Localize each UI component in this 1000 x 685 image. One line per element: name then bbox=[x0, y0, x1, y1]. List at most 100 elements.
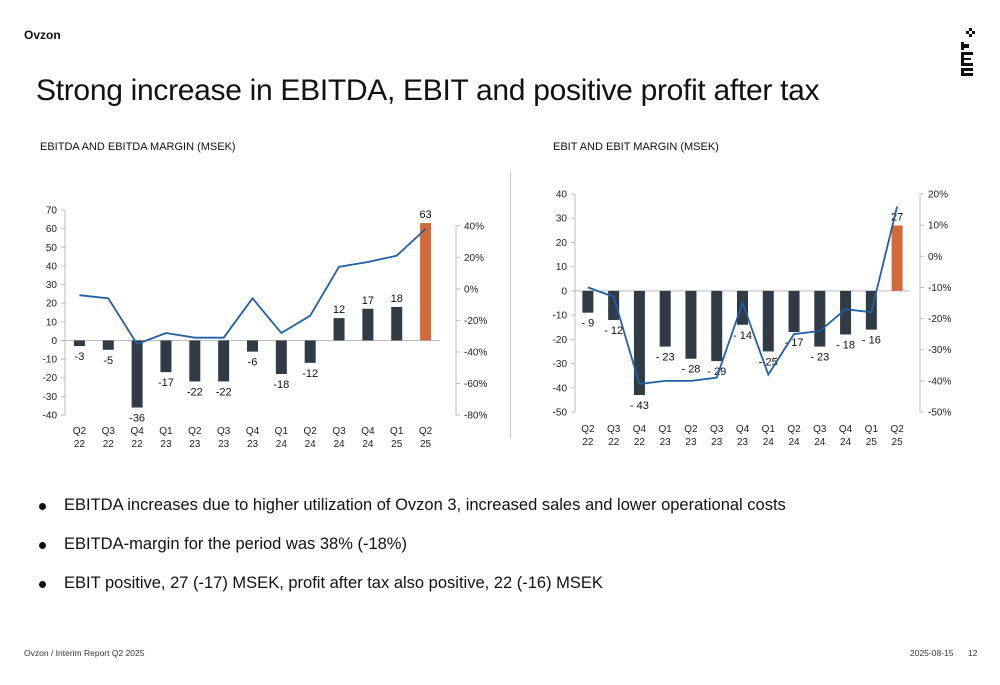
category-label-quarter: Q2 bbox=[890, 424, 904, 435]
bullet-dot-icon bbox=[39, 581, 46, 588]
category-label-year: 23 bbox=[218, 439, 230, 450]
y-tick-label: -30 bbox=[553, 359, 568, 370]
category-label-quarter: Q2 bbox=[419, 426, 433, 437]
y2-tick-label: -80% bbox=[464, 411, 487, 422]
category-label-year: 23 bbox=[685, 437, 697, 448]
category-label-year: 25 bbox=[892, 437, 904, 448]
category-label-year: 24 bbox=[362, 439, 374, 450]
bullet-list: EBITDA increases due to higher utilizati… bbox=[36, 496, 786, 613]
category-label-quarter: Q1 bbox=[390, 426, 404, 437]
bullet-dot-icon bbox=[39, 503, 46, 510]
y-tick-label: 60 bbox=[46, 224, 58, 235]
bar-value-label: -3 bbox=[75, 351, 85, 363]
bullet-item: EBITDA increases due to higher utilizati… bbox=[36, 496, 786, 517]
category-label-year: 23 bbox=[660, 437, 672, 448]
bar-value-label: - 43 bbox=[630, 400, 649, 412]
ebitda-chart-title: EBITDA AND EBITDA MARGIN (MSEK) bbox=[40, 141, 236, 153]
category-label-year: 23 bbox=[189, 439, 201, 450]
bar bbox=[737, 290, 748, 325]
category-label-year: 23 bbox=[737, 437, 749, 448]
bar bbox=[189, 340, 201, 382]
bar bbox=[420, 223, 432, 341]
margin-line bbox=[587, 206, 898, 385]
bar bbox=[131, 340, 143, 408]
bar-value-label: - 23 bbox=[810, 352, 829, 364]
category-label-year: 22 bbox=[103, 439, 115, 450]
y-tick-label: -10 bbox=[553, 311, 568, 322]
bar bbox=[102, 340, 114, 350]
y2-tick-label: -50% bbox=[928, 408, 951, 419]
bar bbox=[608, 290, 620, 320]
bar-value-label: -17 bbox=[158, 377, 174, 389]
category-label-year: 25 bbox=[391, 439, 403, 450]
bar bbox=[391, 306, 403, 341]
bar bbox=[711, 290, 723, 362]
category-label-quarter: Q3 bbox=[332, 426, 346, 437]
category-label-year: 22 bbox=[74, 439, 86, 450]
category-label-year: 24 bbox=[840, 437, 852, 448]
category-label-year: 22 bbox=[582, 437, 594, 448]
ebitda-chart: -40-30-20-10010203040506070-80%-60%-40%-… bbox=[43, 206, 488, 451]
y2-tick-label: 10% bbox=[928, 221, 948, 232]
category-label-quarter: Q1 bbox=[762, 424, 776, 435]
category-label-quarter: Q1 bbox=[275, 426, 289, 437]
y-tick-label: 10 bbox=[556, 262, 568, 273]
y-tick-label: -20 bbox=[553, 335, 568, 346]
category-label-quarter: Q4 bbox=[130, 426, 144, 437]
bar bbox=[814, 290, 826, 347]
bar bbox=[891, 225, 903, 291]
footer-source: Ovzon / Interim Report Q2 2025 bbox=[24, 648, 145, 658]
category-label-year: 24 bbox=[814, 437, 826, 448]
category-label-quarter: Q2 bbox=[73, 426, 87, 437]
category-label-year: 24 bbox=[788, 437, 800, 448]
bar bbox=[160, 340, 172, 373]
bar bbox=[218, 340, 230, 382]
y2-tick-label: -30% bbox=[928, 345, 951, 356]
ovzon-logo-icon bbox=[961, 28, 975, 76]
y2-tick-label: 40% bbox=[464, 221, 484, 232]
y-tick-label: 20 bbox=[556, 238, 568, 249]
bar bbox=[788, 290, 800, 333]
bullet-text: EBIT positive, 27 (-17) MSEK, profit aft… bbox=[64, 574, 603, 592]
bar-value-label: - 28 bbox=[681, 364, 700, 376]
y2-tick-label: -20% bbox=[928, 314, 951, 325]
bar-value-label: -6 bbox=[248, 357, 258, 369]
y-tick-label: 40 bbox=[46, 261, 58, 272]
bar bbox=[73, 340, 85, 347]
category-label-quarter: Q4 bbox=[246, 426, 260, 437]
bar-value-label: 17 bbox=[362, 295, 374, 307]
bar-value-label: - 14 bbox=[733, 330, 752, 342]
footer-date: 2025-08-15 bbox=[910, 648, 954, 658]
y-tick-label: -40 bbox=[43, 411, 58, 422]
bar bbox=[582, 290, 594, 313]
bar-value-label: -18 bbox=[273, 379, 289, 391]
bar bbox=[362, 308, 374, 341]
bar-value-label: - 23 bbox=[656, 352, 675, 364]
bar-value-label: - 12 bbox=[604, 325, 623, 337]
category-label-quarter: Q4 bbox=[839, 424, 853, 435]
category-label-quarter: Q2 bbox=[581, 424, 595, 435]
category-label-year: 25 bbox=[420, 439, 432, 450]
y2-tick-label: -20% bbox=[464, 316, 487, 327]
bar bbox=[840, 290, 852, 335]
bar-value-label: - 18 bbox=[836, 339, 855, 351]
y-tick-label: 30 bbox=[556, 214, 568, 225]
category-label-year: 25 bbox=[866, 437, 878, 448]
category-label-year: 24 bbox=[333, 439, 345, 450]
bar-value-label: -5 bbox=[103, 355, 113, 367]
category-label-quarter: Q4 bbox=[633, 424, 647, 435]
bar-value-label: -22 bbox=[187, 386, 203, 398]
bullet-text: EBITDA increases due to higher utilizati… bbox=[64, 496, 786, 514]
y2-tick-label: -60% bbox=[464, 379, 487, 390]
category-label-quarter: Q3 bbox=[102, 426, 116, 437]
category-label-quarter: Q2 bbox=[787, 424, 801, 435]
category-label-quarter: Q2 bbox=[304, 426, 318, 437]
category-label-year: 22 bbox=[634, 437, 646, 448]
bar-value-label: 18 bbox=[391, 293, 403, 305]
y-tick-label: 20 bbox=[46, 299, 58, 310]
bar bbox=[275, 340, 287, 374]
category-label-year: 24 bbox=[763, 437, 775, 448]
bar bbox=[304, 340, 316, 363]
category-label-year: 22 bbox=[132, 439, 144, 450]
y-tick-label: -20 bbox=[43, 373, 58, 384]
